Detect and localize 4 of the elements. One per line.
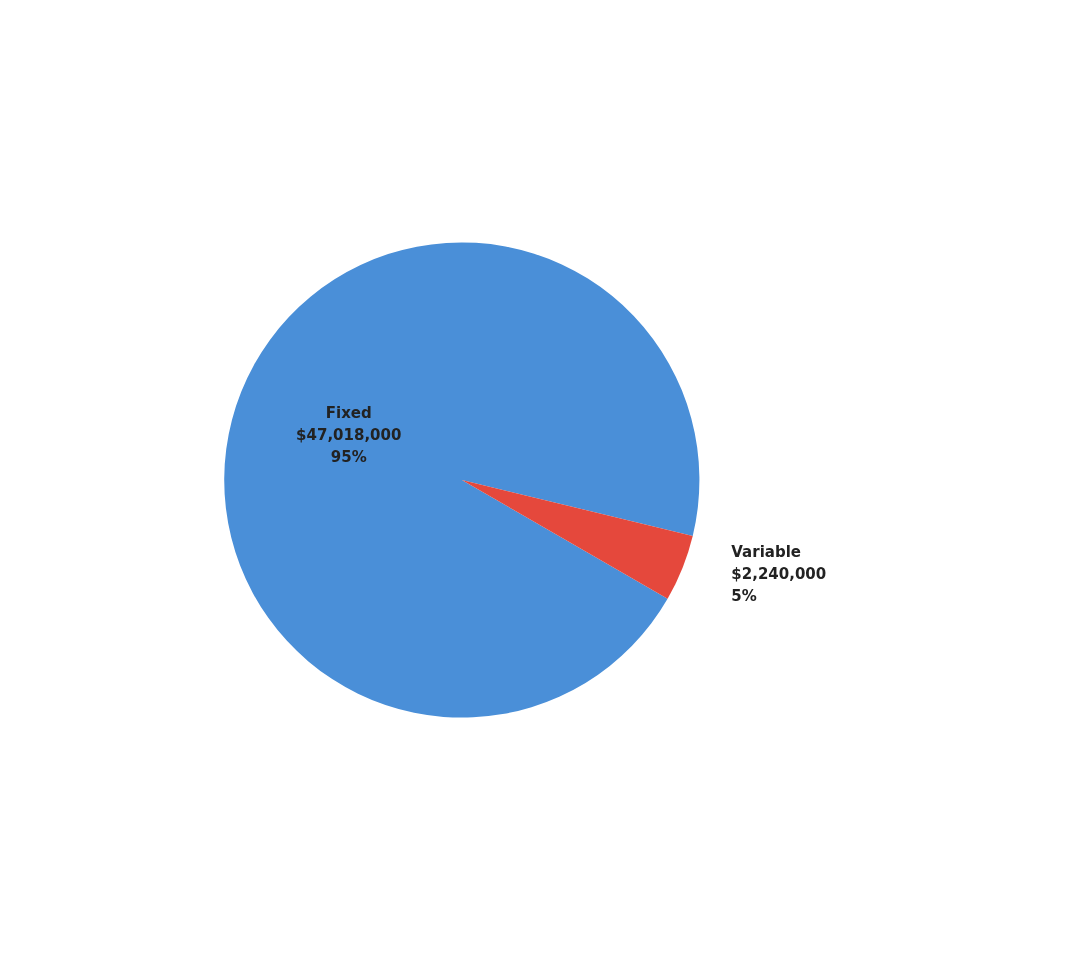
slice-label: Variable bbox=[731, 542, 801, 561]
slice-label: Fixed bbox=[325, 403, 372, 422]
data-label: $47,018,000 95% bbox=[296, 425, 402, 466]
data-label: $2,240,000 5% bbox=[731, 564, 827, 605]
